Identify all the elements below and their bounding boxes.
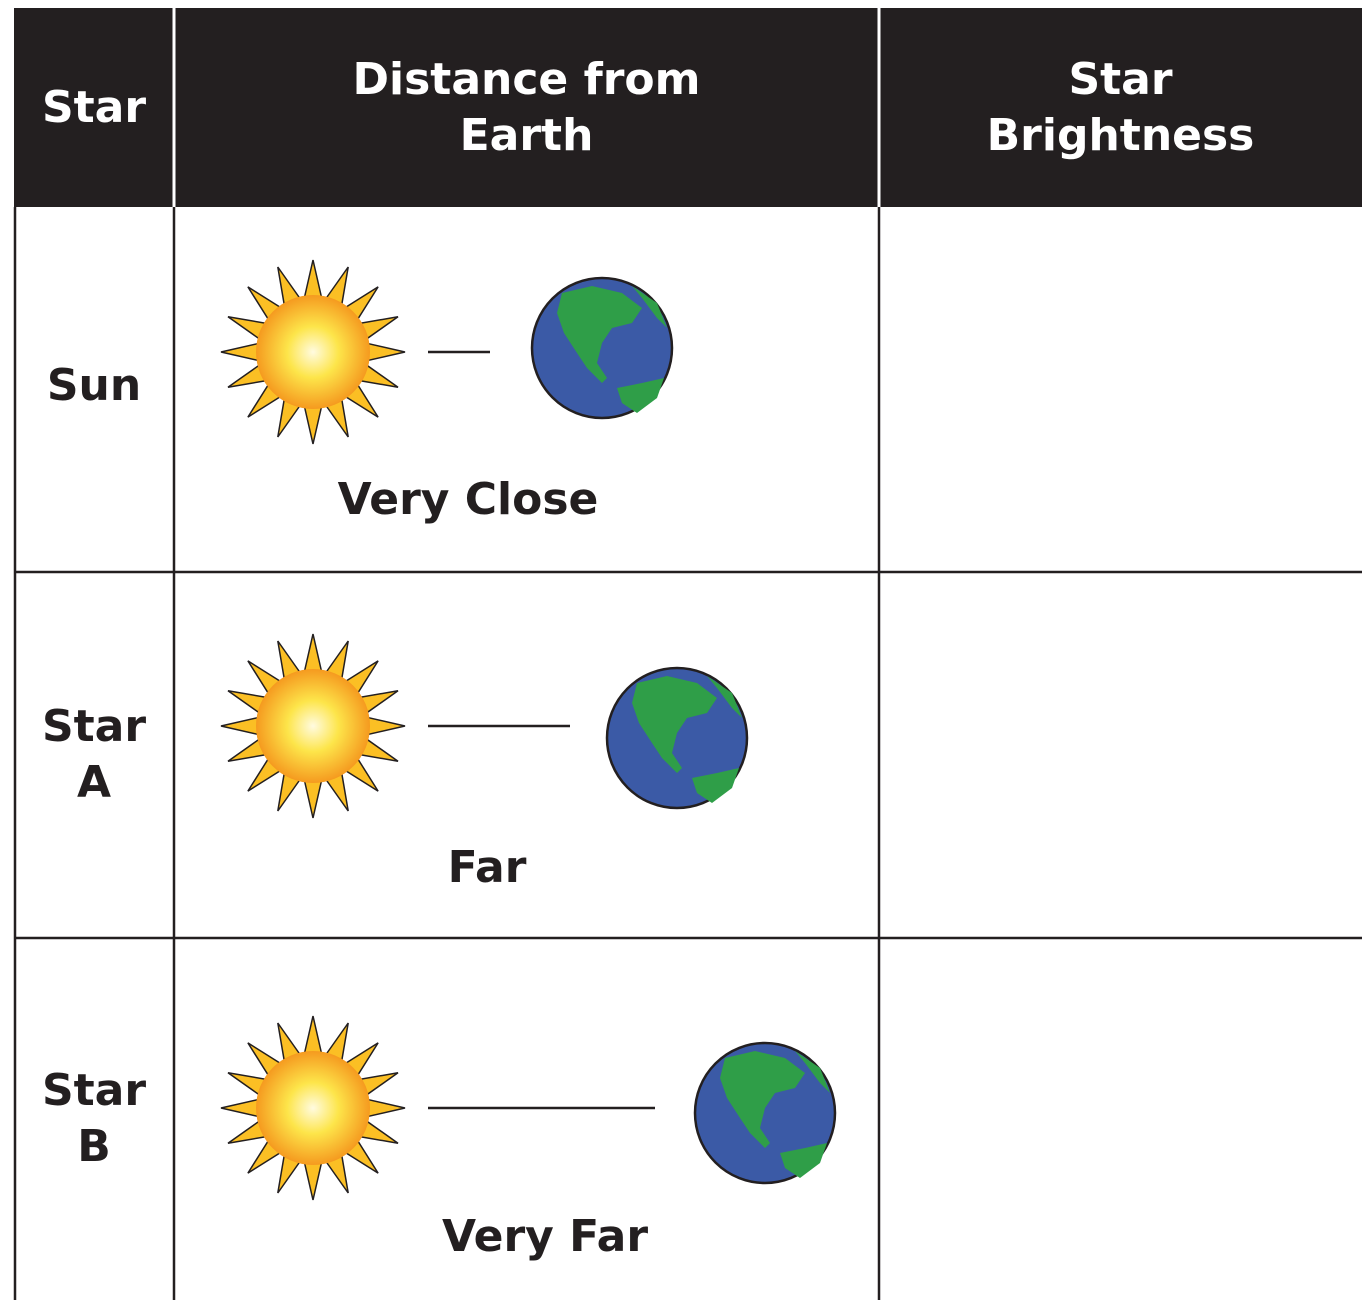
header-text: Star Brightness — [961, 52, 1281, 164]
star-label: Star B — [29, 1063, 159, 1175]
star-cell: Star B — [14, 938, 174, 1300]
illustrations — [221, 260, 835, 1200]
header-cell: Star — [14, 8, 174, 207]
page: Star Distance from Earth Star Brightness… — [0, 0, 1362, 1300]
earth — [695, 1043, 835, 1183]
earth — [532, 278, 672, 418]
sun-disc — [256, 295, 370, 409]
header-cell: Star Brightness — [879, 8, 1362, 207]
header-cell: Distance from Earth — [174, 8, 879, 207]
sun — [221, 1016, 405, 1200]
sun-disc — [256, 1051, 370, 1165]
sun-disc — [256, 669, 370, 783]
distance-label: Very Far — [345, 1207, 745, 1267]
earth — [607, 668, 747, 808]
star-label: Sun — [29, 358, 159, 414]
star-cell: Star A — [14, 572, 174, 938]
sun — [221, 260, 405, 444]
distance-label: Far — [287, 838, 687, 898]
distance-text: Very Close — [338, 472, 599, 528]
header-text: Star — [42, 80, 146, 136]
distance-text: Very Far — [442, 1209, 648, 1265]
sun — [221, 634, 405, 818]
distance-label: Very Close — [268, 470, 668, 530]
star-label: Star A — [29, 699, 159, 811]
star-cell: Sun — [14, 207, 174, 565]
header-text: Distance from Earth — [317, 52, 737, 164]
distance-text: Far — [448, 840, 527, 896]
